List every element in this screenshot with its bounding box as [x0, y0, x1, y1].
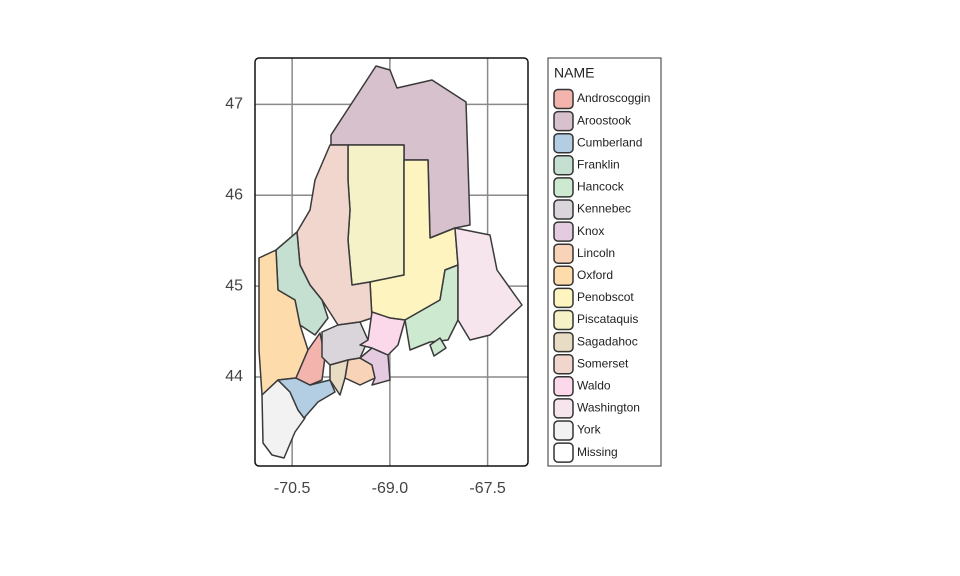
legend-key: [553, 155, 574, 176]
legend-title: NAME: [554, 65, 594, 81]
legend-label: Aroostook: [577, 113, 632, 127]
legend-label: Somerset: [577, 356, 629, 370]
legend-label: Cumberland: [577, 135, 642, 149]
legend-label: York: [577, 423, 602, 437]
waldo: [359, 311, 406, 356]
x-tick-label: -70.5: [274, 480, 311, 497]
legend-key: [553, 265, 574, 287]
legend-label: Hancock: [577, 180, 625, 194]
androscoggin: [295, 332, 326, 386]
piscataquis: [347, 144, 405, 286]
legend-key: [553, 353, 574, 375]
sagadahoc: [329, 359, 349, 396]
legend-key: [553, 398, 574, 419]
legend-label: Missing: [577, 445, 618, 459]
x-tick-label: -69.0: [372, 480, 409, 497]
legend-label: Waldo: [577, 378, 611, 392]
legend-label: Franklin: [577, 157, 620, 171]
y-tick-label: 44: [225, 368, 243, 385]
washington: [454, 227, 523, 341]
legend-key: [553, 221, 574, 242]
legend-label: Androscoggin: [577, 91, 650, 105]
legend-key: [553, 287, 574, 309]
legend-key: [553, 331, 574, 353]
panel-border: [254, 57, 529, 467]
legend-label: Kennebec: [577, 202, 631, 216]
legend-key: [553, 88, 574, 110]
legend-key: [553, 309, 574, 331]
y-tick-label: 47: [225, 96, 243, 113]
tick-labels: -70.5 -69.0 -67.5 44 45 46 47: [225, 96, 506, 498]
hancock-island: [429, 337, 447, 357]
legend-key: [553, 442, 574, 463]
counties: [258, 65, 523, 459]
legend-label: Sagadahoc: [577, 334, 638, 348]
legend-label: Penobscot: [577, 290, 634, 304]
legend-key: [553, 177, 574, 198]
legend-label: Lincoln: [577, 246, 615, 260]
legend-entries: Androscoggin Aroostook Cumberland Franklin H…: [553, 88, 650, 463]
legend-key: [553, 110, 574, 132]
legend-key: [553, 132, 574, 154]
legend-key: [553, 376, 574, 397]
legend-key: [553, 243, 574, 264]
legend-key: [553, 199, 574, 220]
legend-label: Piscataquis: [577, 312, 638, 326]
y-tick-label: 45: [225, 277, 243, 294]
legend-label: Knox: [577, 224, 604, 238]
x-tick-label: -67.5: [469, 480, 506, 497]
legend-key: [553, 420, 574, 441]
legend-label: Washington: [577, 401, 640, 415]
legend-label: Oxford: [577, 268, 613, 282]
y-tick-label: 46: [225, 186, 243, 203]
